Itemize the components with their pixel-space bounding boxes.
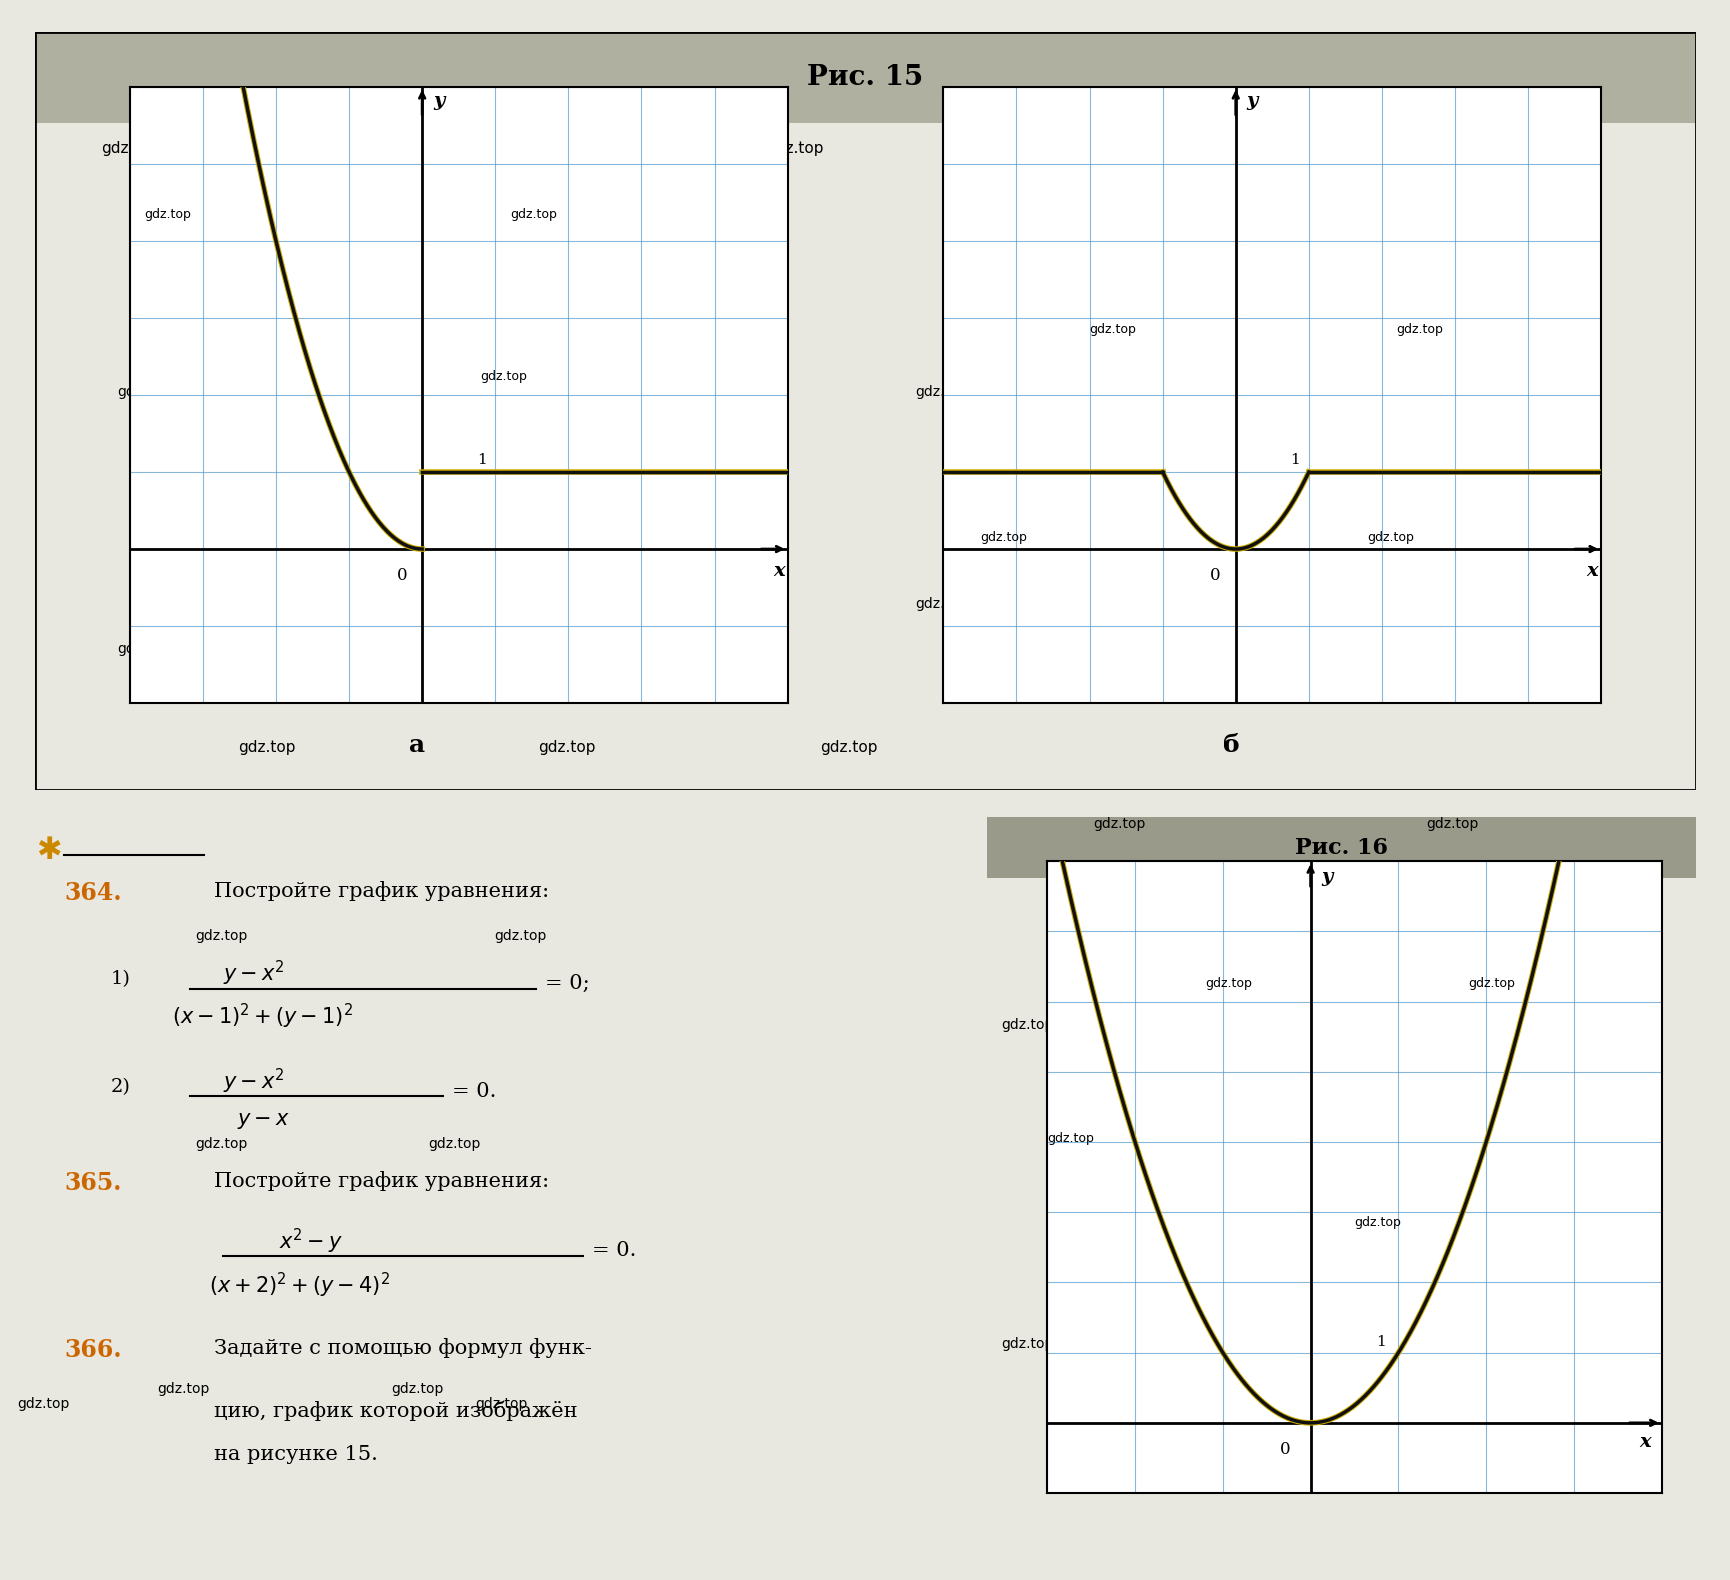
Text: gdz.top: gdz.top	[144, 209, 192, 221]
Text: 0: 0	[1278, 1441, 1291, 1458]
Text: gdz.top: gdz.top	[1464, 141, 1521, 156]
Text: 1: 1	[477, 453, 486, 468]
Text: $(x + 2)^2 + (y - 4)^2$: $(x + 2)^2 + (y - 4)^2$	[209, 1270, 389, 1300]
Text: y: y	[432, 92, 445, 111]
Text: gdz.top: gdz.top	[118, 384, 170, 398]
Text: gdz.top: gdz.top	[1000, 1018, 1052, 1032]
Text: $(x - 1)^2 + (y - 1)^2$: $(x - 1)^2 + (y - 1)^2$	[171, 1002, 353, 1030]
Text: gdz.top: gdz.top	[538, 739, 595, 755]
Text: gdz.top: gdz.top	[1367, 531, 1413, 545]
Text: $y - x^2$: $y - x^2$	[223, 959, 284, 988]
Text: gdz.top: gdz.top	[1214, 384, 1266, 398]
Text: 1: 1	[1291, 453, 1299, 468]
Text: gdz.top: gdz.top	[467, 384, 519, 398]
Text: $x^2 - y$: $x^2 - y$	[279, 1226, 343, 1256]
Text: = 0;: = 0;	[545, 973, 590, 992]
Text: gdz.top: gdz.top	[682, 384, 735, 398]
Text: 365.: 365.	[64, 1171, 121, 1194]
Text: gdz.top: gdz.top	[1092, 817, 1145, 831]
Text: x: x	[1638, 1433, 1650, 1452]
Text: $y - x$: $y - x$	[237, 1111, 291, 1131]
FancyBboxPatch shape	[35, 32, 1695, 123]
Text: gdz.top: gdz.top	[195, 1138, 247, 1152]
Text: 366.: 366.	[64, 1338, 121, 1362]
Text: gdz.top: gdz.top	[1047, 1131, 1093, 1146]
Text: gdz.top: gdz.top	[948, 141, 1005, 156]
Text: gdz.top: gdz.top	[157, 1382, 209, 1397]
Text: на рисунке 15.: на рисунке 15.	[213, 1446, 377, 1465]
Text: y: y	[1246, 92, 1258, 111]
Text: 0: 0	[1209, 567, 1220, 585]
Text: gdz.top: gdz.top	[915, 384, 967, 398]
Text: y: y	[1320, 867, 1332, 886]
Text: gdz.top: gdz.top	[979, 531, 1026, 545]
Text: gdz.top: gdz.top	[1467, 978, 1515, 991]
Text: gdz.top: gdz.top	[1512, 384, 1566, 398]
FancyBboxPatch shape	[986, 817, 1695, 878]
Text: gdz.top: gdz.top	[17, 1397, 69, 1411]
Text: gdz.top: gdz.top	[765, 141, 823, 156]
Text: gdz.top: gdz.top	[682, 643, 735, 656]
Text: gdz.top: gdz.top	[391, 1382, 443, 1397]
Text: цию, график которой изображён: цию, график которой изображён	[213, 1401, 576, 1422]
Text: gdz.top: gdz.top	[118, 643, 170, 656]
Text: 1: 1	[1375, 1335, 1386, 1349]
Text: 364.: 364.	[64, 882, 121, 905]
Text: gdz.top: gdz.top	[1429, 597, 1483, 611]
Text: Задайте с помощью формул функ-: Задайте с помощью формул функ-	[213, 1338, 592, 1357]
Text: Постройте график уравнения:: Постройте график уравнения:	[213, 882, 548, 901]
Text: 2): 2)	[111, 1078, 130, 1097]
Text: gdz.top: gdz.top	[1353, 1217, 1401, 1229]
Text: gdz.top: gdz.top	[1204, 978, 1251, 991]
Text: gdz.top: gdz.top	[1000, 1337, 1052, 1351]
Text: gdz.top: gdz.top	[915, 597, 967, 611]
Text: 1): 1)	[111, 970, 130, 988]
Text: gdz.top: gdz.top	[1088, 324, 1137, 337]
Text: gdz.top: gdz.top	[100, 141, 159, 156]
Text: Рис. 15: Рис. 15	[806, 63, 924, 90]
Text: gdz.top: gdz.top	[820, 739, 877, 755]
Text: x: x	[773, 562, 784, 580]
Text: gdz.top: gdz.top	[239, 739, 296, 755]
Text: Постройте график уравнения:: Постройте график уравнения:	[213, 1171, 548, 1191]
Text: = 0.: = 0.	[592, 1242, 637, 1261]
Text: 0: 0	[396, 567, 407, 585]
Text: x: x	[1586, 562, 1597, 580]
Text: gdz.top: gdz.top	[481, 370, 528, 382]
Text: gdz.top: gdz.top	[1396, 324, 1443, 337]
Text: gdz.top: gdz.top	[429, 1138, 481, 1152]
Text: gdz.top: gdz.top	[1426, 817, 1477, 831]
Text: gdz.top: gdz.top	[493, 929, 547, 943]
Text: Рис. 16: Рис. 16	[1294, 836, 1387, 858]
Text: gdz.top: gdz.top	[510, 209, 557, 221]
Text: а: а	[408, 733, 424, 757]
Text: $y - x^2$: $y - x^2$	[223, 1066, 284, 1097]
Text: ✱: ✱	[36, 836, 62, 866]
Text: = 0.: = 0.	[452, 1081, 497, 1101]
Text: gdz.top: gdz.top	[476, 1397, 528, 1411]
Text: gdz.top: gdz.top	[195, 929, 247, 943]
Text: б: б	[1221, 733, 1239, 757]
